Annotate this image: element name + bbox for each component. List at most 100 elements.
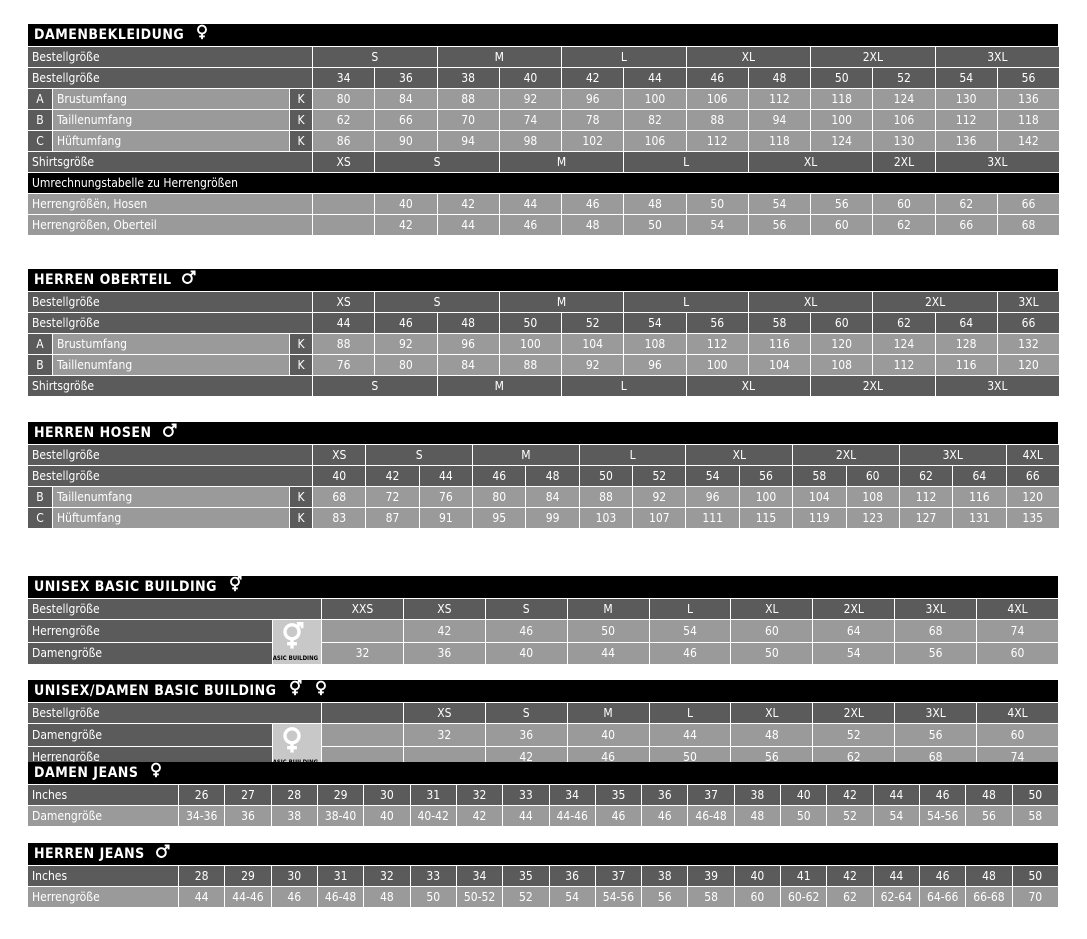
measure-letter: C	[28, 508, 52, 528]
row-label: Bestellgröße	[28, 292, 313, 312]
value-cell: 94	[437, 131, 499, 151]
value-cell: 52	[827, 806, 873, 826]
unisex-table: Bestellgröße XXS XS S M L XL 2XL 3XL 4XL Herrengrö…	[27, 598, 1059, 665]
size-cell: 3XL	[899, 445, 1006, 465]
value-cell: 34-36	[179, 806, 225, 826]
value-cell: 54-56	[595, 887, 642, 907]
row-label: Shirtsgröße	[28, 376, 313, 396]
value-cell: 66	[997, 194, 1060, 214]
value-cell: 106	[686, 89, 748, 109]
size-cell: L	[649, 703, 731, 723]
value-cell: 98	[499, 131, 562, 151]
ho-measure-row: A Brustumfang K 88 92 96 100 104 108 112 116 120 124…	[28, 334, 1060, 354]
value-cell: 84	[526, 487, 579, 507]
number-cell: 60	[846, 466, 899, 486]
value-cell: 100	[624, 89, 686, 109]
value-cell: 62	[873, 215, 935, 235]
damen-shirt-row: Shirtsgröße XS S M L XL 2XL 3XL	[28, 152, 1060, 172]
value-cell: 100	[499, 334, 562, 354]
value-cell: 99	[526, 508, 579, 528]
inches-cell: 40	[734, 866, 781, 886]
value-cell: 62	[827, 887, 873, 907]
value-cell: 80	[375, 355, 437, 375]
hh-measure-row: B Taillenumfang K 68 72 76 80 84 88 92 96 100 104 108…	[28, 487, 1059, 507]
size-cell: S	[366, 445, 473, 465]
value-cell: 130	[873, 131, 935, 151]
damen-size-row: Bestellgröße S M L XL 2XL 3XL	[28, 47, 1060, 67]
value-cell: 116	[935, 355, 997, 375]
size-cell: XS	[403, 599, 485, 619]
number-cell: 54	[624, 313, 686, 333]
female-symbol-icon	[313, 680, 329, 703]
number-cell: 44	[624, 68, 686, 88]
value-cell: 116	[748, 334, 811, 354]
number-cell: 54	[935, 68, 997, 88]
measure-name: Brustumfang	[53, 334, 289, 354]
value-cell: 64-66	[920, 887, 966, 907]
inches-cell: 36	[549, 866, 595, 886]
value-cell: 92	[375, 334, 437, 354]
inches-cell: 29	[317, 785, 364, 805]
number-cell: 34	[313, 68, 375, 88]
size-cell: 3XL	[935, 47, 1060, 67]
value-cell: 56	[895, 724, 977, 746]
size-cell: M	[437, 47, 562, 67]
hh-number-row: Bestellgröße 40 42 44 46 48 50 52 54 56 58 60 62 64 66	[28, 466, 1059, 486]
row-label: Bestellgröße	[28, 703, 322, 723]
inches-cell: 50	[1012, 785, 1058, 805]
value-cell: 48	[734, 806, 781, 826]
number-cell: 58	[793, 466, 846, 486]
value-cell: 40	[375, 194, 437, 214]
shirt-cell: 3XL	[935, 376, 1060, 396]
number-cell: 52	[562, 313, 624, 333]
number-cell: 48	[437, 313, 499, 333]
value-cell: 68	[895, 620, 977, 642]
section-damen-jeans: DAMEN JEANS Inches 26 27 28 29 30 31 32 33 34 35 36 3…	[28, 762, 1058, 827]
damen-hosen-row: Herrengrößën, Hosen 40 42 44 46 48 50 54 56 60 62 6…	[28, 194, 1060, 214]
inches-cell: 38	[734, 785, 781, 805]
number-cell: 36	[375, 68, 437, 88]
size-cell: M	[473, 445, 579, 465]
measure-unit: K	[290, 334, 313, 354]
value-cell: 124	[873, 334, 935, 354]
size-cell: S	[485, 599, 567, 619]
measure-name: Hüftumfang	[53, 131, 289, 151]
value-cell: 88	[499, 355, 562, 375]
hh-measure-row: C Hüftumfang K 83 87 91 95 99 103 107 111 115 119 123…	[28, 508, 1059, 528]
row-label: Damengröße	[28, 806, 178, 826]
number-cell: 62	[899, 466, 953, 486]
size-cell: XL	[731, 703, 813, 723]
number-cell: 56	[739, 466, 793, 486]
inches-cell: 38	[642, 866, 688, 886]
inches-cell: 33	[503, 785, 549, 805]
value-cell: 56	[811, 194, 873, 214]
inches-cell: 27	[225, 785, 271, 805]
shirt-cell: 3XL	[935, 152, 1060, 172]
ux-herren-row: Herrengröße BASIC BUILDING 42 46 50 54 60 64 68 7…	[28, 620, 1058, 664]
number-cell: 38	[437, 68, 499, 88]
value-cell: 124	[811, 131, 873, 151]
value-cell: 54	[549, 887, 595, 907]
value-cell: 44	[437, 215, 499, 235]
size-cell: 3XL	[895, 599, 977, 619]
value-cell: 66-68	[966, 887, 1012, 907]
female-symbol-icon	[148, 762, 164, 785]
number-cell: 62	[873, 313, 935, 333]
row-label: Inches	[28, 866, 178, 886]
size-cell: XL	[748, 292, 873, 312]
value-cell: 60	[731, 620, 813, 642]
ho-measure-row: B Taillenumfang K 76 80 84 88 92 96 100 104 108 112 1…	[28, 355, 1060, 375]
value-cell: 120	[997, 355, 1060, 375]
male-symbol-icon	[181, 269, 197, 292]
value-cell: 124	[873, 89, 935, 109]
value-cell: 128	[935, 334, 997, 354]
value-cell: 82	[624, 110, 686, 130]
value-cell: 56	[966, 806, 1012, 826]
inches-cell: 44	[873, 866, 919, 886]
row-label: Damengröße	[28, 642, 273, 664]
hj-size-row: Herrengröße 44 44-46 46 46-48 48 50 50-52 52 54 54…	[28, 887, 1058, 907]
size-cell: L	[649, 599, 731, 619]
value-cell: 54	[686, 215, 748, 235]
shirt-cell: L	[562, 376, 686, 396]
inches-cell: 30	[364, 785, 410, 805]
